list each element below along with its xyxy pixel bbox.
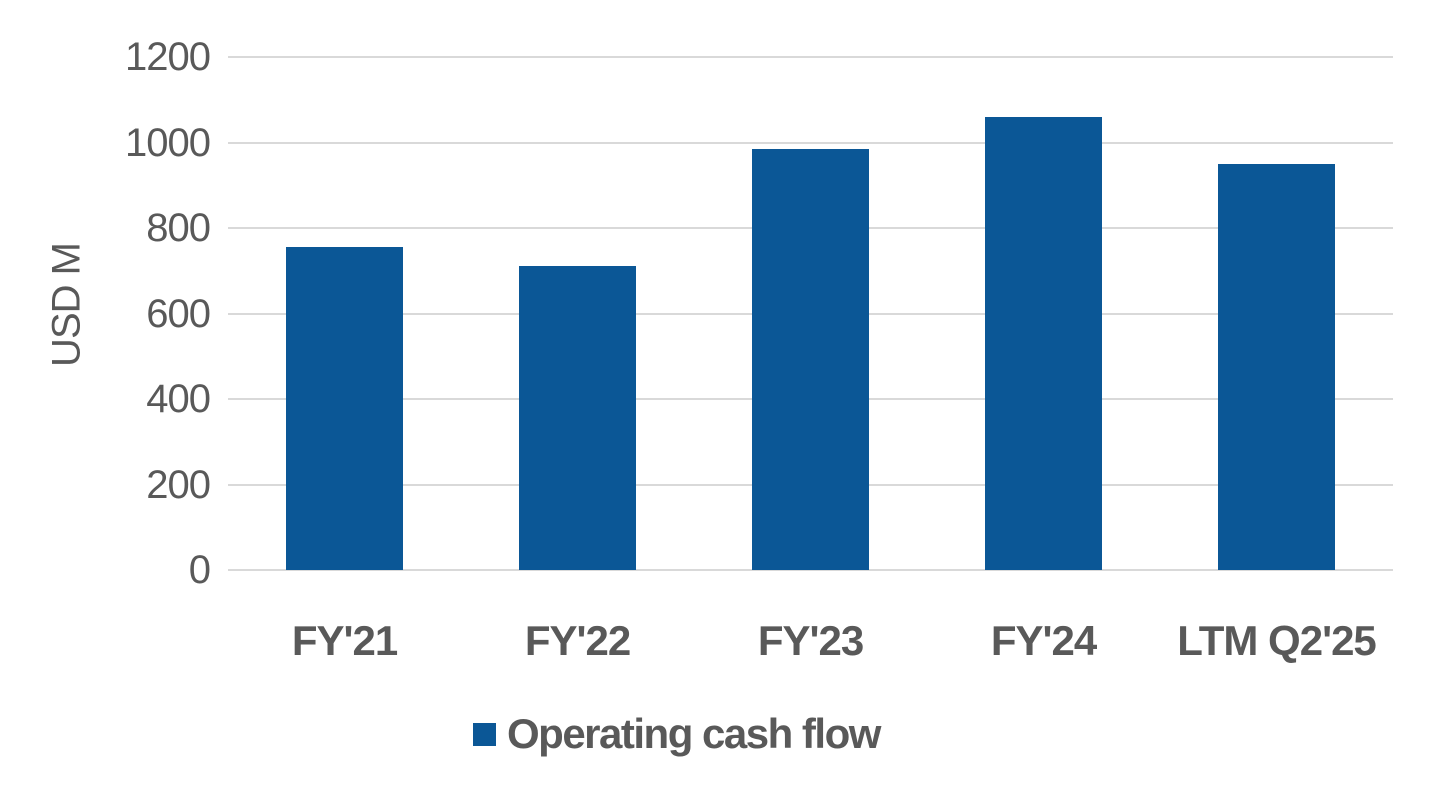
y-tick-label-1200: 1200 bbox=[125, 35, 211, 79]
y-tick-label-400: 400 bbox=[146, 377, 211, 421]
gridline-1000 bbox=[228, 141, 1393, 144]
gridline-1200 bbox=[228, 56, 1393, 58]
y-tick-label-600: 600 bbox=[146, 291, 211, 336]
x-label-ltm-q2-25: LTM Q2'25 bbox=[1177, 617, 1377, 664]
bar-fy-21 bbox=[286, 247, 403, 570]
legend: Operating cash flow bbox=[473, 710, 881, 757]
y-axis-title-text: USD M bbox=[44, 243, 89, 367]
bar-fy-23 bbox=[752, 148, 869, 570]
x-label-fy-21: FY'21 bbox=[291, 617, 398, 664]
x-label-fy-24: FY'24 bbox=[990, 617, 1097, 664]
bar-fy-22 bbox=[519, 265, 636, 570]
gridline-0 bbox=[228, 569, 1393, 571]
x-label-fy-22: FY'22 bbox=[524, 617, 631, 664]
legend-series-label: Operating cash flow bbox=[507, 710, 881, 757]
plot-area bbox=[228, 56, 1393, 571]
bar-fy-24 bbox=[985, 116, 1102, 570]
legend-color-swatch bbox=[473, 722, 496, 746]
y-tick-label-1000: 1000 bbox=[125, 120, 211, 165]
bar-ltm-q2-25 bbox=[1218, 163, 1335, 570]
x-label-fy-23: FY'23 bbox=[757, 617, 864, 664]
y-tick-label-200: 200 bbox=[146, 462, 211, 507]
y-tick-label-800: 800 bbox=[146, 206, 211, 250]
y-tick-label-0: 0 bbox=[188, 548, 211, 592]
